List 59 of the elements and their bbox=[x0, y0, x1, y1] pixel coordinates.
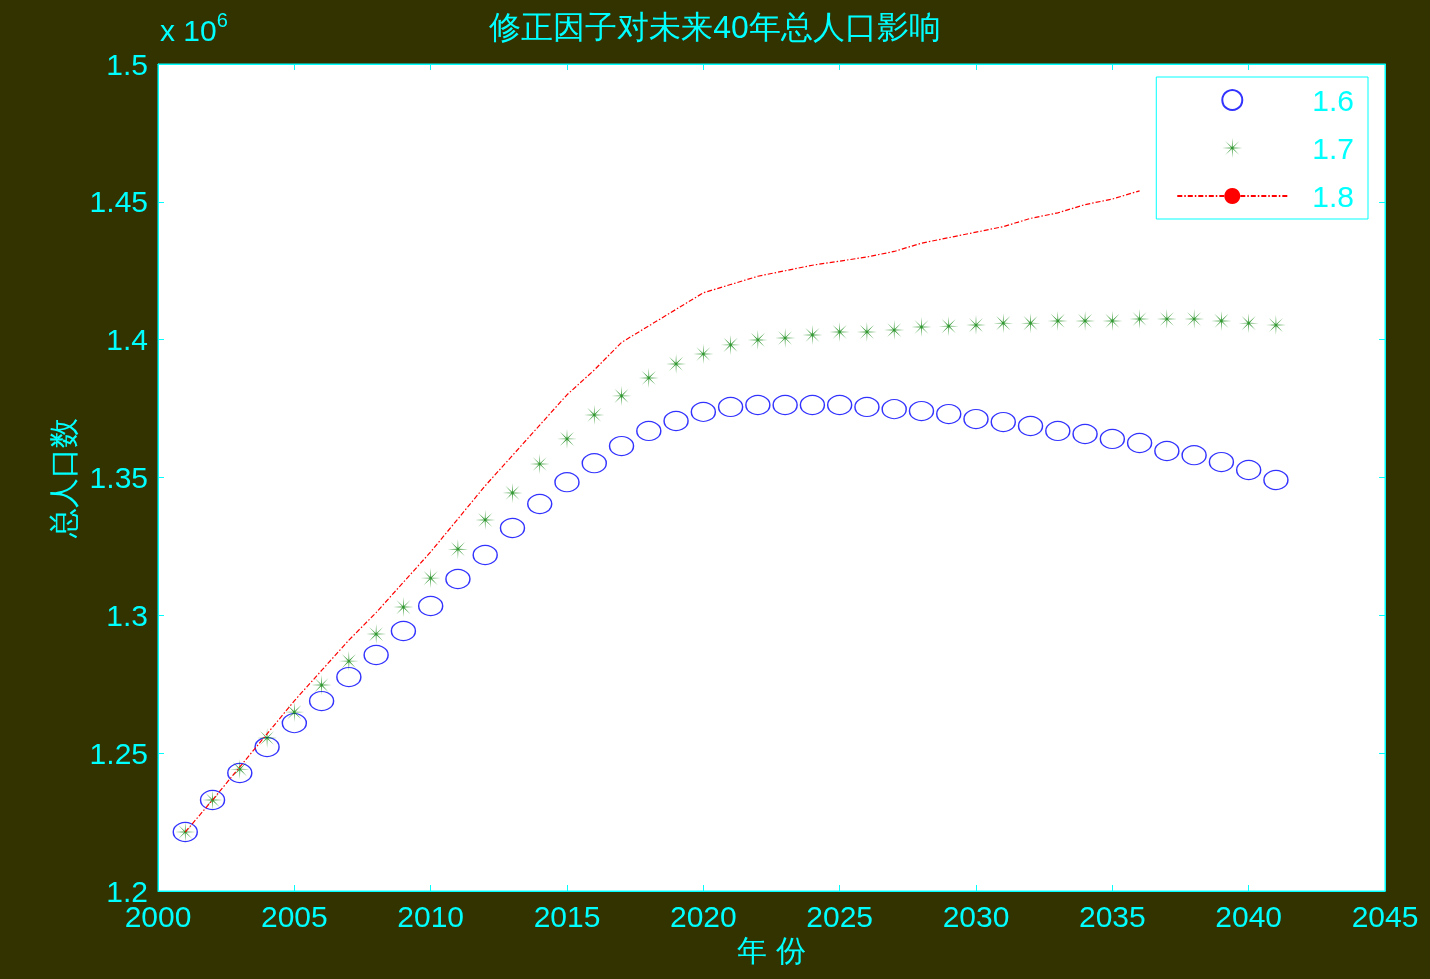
point bbox=[499, 517, 526, 539]
point bbox=[608, 435, 635, 457]
point bbox=[1126, 432, 1153, 454]
point bbox=[1263, 469, 1289, 491]
point bbox=[772, 394, 798, 416]
point bbox=[1072, 423, 1098, 445]
point bbox=[363, 644, 389, 666]
y-tick-label: 1.35 bbox=[89, 461, 148, 494]
y-tick-label: 1.4 bbox=[106, 323, 148, 357]
point bbox=[1017, 415, 1044, 437]
point bbox=[308, 690, 335, 712]
point bbox=[827, 394, 853, 416]
point bbox=[745, 394, 771, 416]
x-tick-label: 2025 bbox=[806, 899, 874, 933]
x-tick-label: 2010 bbox=[397, 899, 465, 933]
x-tick-label: 2040 bbox=[1215, 899, 1283, 933]
y-tick-label: 1.25 bbox=[89, 736, 148, 770]
point bbox=[990, 411, 1016, 433]
x-tick-label: 2020 bbox=[669, 899, 737, 933]
x-tick-label: 2015 bbox=[533, 899, 601, 933]
y-axis-title: 总人口数 bbox=[47, 417, 81, 539]
point bbox=[336, 666, 362, 688]
point bbox=[854, 396, 880, 418]
point bbox=[1099, 428, 1125, 450]
point bbox=[636, 420, 662, 442]
x-axis-title: 年 份 bbox=[737, 934, 806, 968]
point bbox=[936, 403, 962, 425]
point bbox=[581, 453, 607, 474]
point bbox=[881, 398, 907, 420]
point bbox=[717, 396, 744, 418]
x-tick-label: 2045 bbox=[1351, 899, 1419, 933]
point bbox=[254, 736, 280, 758]
point bbox=[445, 568, 471, 590]
point bbox=[690, 401, 716, 423]
point bbox=[908, 400, 935, 422]
point bbox=[281, 712, 307, 734]
point bbox=[963, 408, 989, 430]
point bbox=[1045, 420, 1071, 442]
point bbox=[1181, 445, 1207, 466]
x-tick-label: 2030 bbox=[942, 899, 1010, 933]
x-tick-label: 2035 bbox=[1078, 899, 1146, 933]
y-tick-label: 1.3 bbox=[106, 598, 148, 632]
point bbox=[1236, 459, 1262, 481]
point bbox=[663, 410, 689, 432]
legend-label: 1.7 bbox=[1312, 131, 1355, 165]
point bbox=[527, 493, 553, 515]
legend-label: 1.8 bbox=[1312, 179, 1355, 213]
point bbox=[554, 472, 580, 493]
point bbox=[472, 544, 498, 566]
point bbox=[799, 394, 826, 416]
x-tick-label: 2005 bbox=[260, 899, 328, 933]
y-tick-label: 1.5 bbox=[106, 47, 148, 81]
legend-label: 1.6 bbox=[1312, 83, 1355, 117]
point bbox=[418, 595, 444, 617]
point bbox=[1154, 440, 1180, 462]
point bbox=[390, 620, 417, 642]
point bbox=[1208, 451, 1235, 473]
y-tick-label: 1.45 bbox=[89, 185, 148, 219]
chart-title: 修正因子对未来40年总人口影响 bbox=[489, 9, 941, 45]
